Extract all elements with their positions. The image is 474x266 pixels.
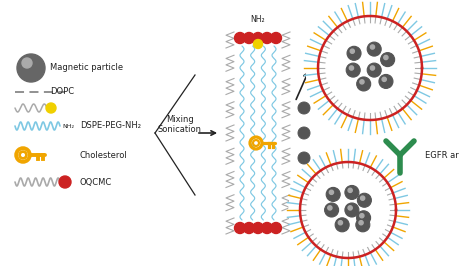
Text: NH₂: NH₂ <box>62 123 74 128</box>
Circle shape <box>328 206 332 210</box>
Circle shape <box>361 196 365 200</box>
Circle shape <box>345 185 359 200</box>
Circle shape <box>254 39 263 48</box>
Circle shape <box>348 188 352 192</box>
Circle shape <box>350 49 355 53</box>
Circle shape <box>46 103 56 113</box>
Circle shape <box>346 63 360 77</box>
Circle shape <box>370 45 374 49</box>
Circle shape <box>298 127 310 139</box>
Text: Magnetic particle: Magnetic particle <box>50 64 123 73</box>
Text: DSPE-PEG-NH₂: DSPE-PEG-NH₂ <box>80 122 141 131</box>
Circle shape <box>356 218 370 232</box>
Circle shape <box>326 24 414 112</box>
Circle shape <box>360 214 364 218</box>
Circle shape <box>338 221 343 225</box>
Text: EDC: EDC <box>328 163 346 183</box>
Circle shape <box>235 222 246 234</box>
Circle shape <box>307 169 389 251</box>
Circle shape <box>381 53 395 66</box>
Circle shape <box>347 46 361 60</box>
Circle shape <box>298 152 310 164</box>
Circle shape <box>244 222 255 234</box>
Circle shape <box>367 42 381 56</box>
Circle shape <box>235 32 246 44</box>
Text: DOPC: DOPC <box>50 88 74 97</box>
Circle shape <box>370 66 374 70</box>
Circle shape <box>367 63 381 77</box>
Circle shape <box>357 77 371 91</box>
Circle shape <box>262 222 273 234</box>
Text: Cholesterol: Cholesterol <box>80 151 128 160</box>
Circle shape <box>356 211 371 225</box>
Circle shape <box>22 58 32 68</box>
Circle shape <box>306 4 434 132</box>
Circle shape <box>349 66 354 70</box>
Circle shape <box>384 55 388 60</box>
Circle shape <box>348 206 352 210</box>
Circle shape <box>271 222 282 234</box>
Text: Sonication: Sonication <box>158 126 202 135</box>
Circle shape <box>262 32 273 44</box>
Circle shape <box>379 74 393 88</box>
Circle shape <box>359 221 363 225</box>
Text: Mixing: Mixing <box>166 115 194 124</box>
Circle shape <box>253 222 264 234</box>
Text: OQCMC: OQCMC <box>80 177 112 186</box>
Circle shape <box>357 193 372 207</box>
Circle shape <box>360 80 364 84</box>
Circle shape <box>326 188 340 201</box>
Text: Evaporation: Evaporation <box>309 67 346 113</box>
Circle shape <box>329 190 334 194</box>
Circle shape <box>325 203 338 217</box>
Text: NH₂: NH₂ <box>251 15 265 24</box>
Circle shape <box>298 102 310 114</box>
Circle shape <box>17 54 45 82</box>
Circle shape <box>289 151 407 266</box>
Circle shape <box>345 203 359 217</box>
Circle shape <box>382 77 386 81</box>
Text: EGFR ar: EGFR ar <box>425 151 459 160</box>
Circle shape <box>271 32 282 44</box>
Circle shape <box>244 32 255 44</box>
Circle shape <box>59 176 71 188</box>
Circle shape <box>335 218 349 232</box>
Circle shape <box>253 32 264 44</box>
